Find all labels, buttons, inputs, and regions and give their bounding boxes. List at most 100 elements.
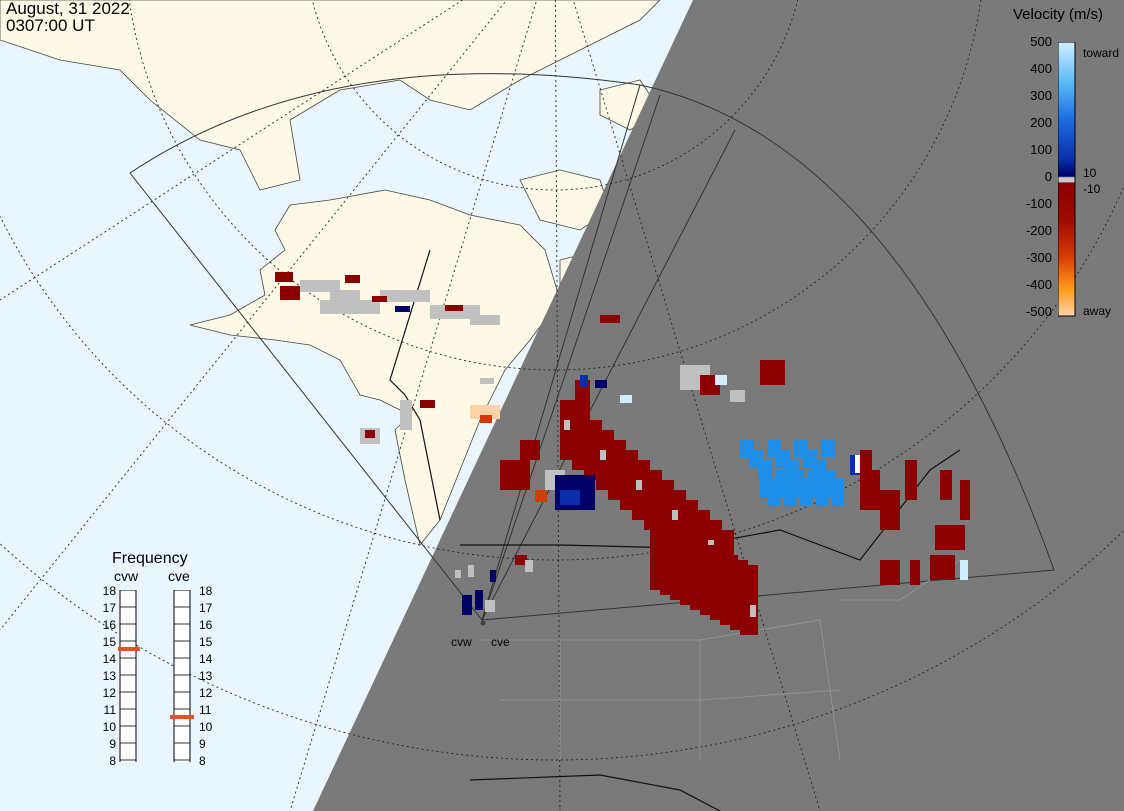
radar-cell [445,305,463,311]
radar-cell [855,455,860,473]
radar-cell [905,460,917,500]
station-cvw-label: cvw [451,635,472,649]
radar-cell [636,480,642,490]
frequency-ladder-cvw [119,590,137,762]
velocity-tick: 200 [1030,115,1052,130]
radar-cell [880,490,900,530]
radar-cell [750,605,756,617]
frequency-tick: 18 [102,584,116,598]
frequency-tick: 15 [199,635,213,649]
radar-cell [575,380,590,440]
radar-cell [395,306,410,312]
radar-cells [275,272,970,635]
frequency-marker-cve [170,715,194,719]
radar-cell [380,290,430,302]
station-cvw-dot [480,620,486,626]
radar-cell [600,315,620,323]
radar-cell [715,375,727,385]
frequency-tick: 12 [102,686,116,700]
radar-cell [758,460,772,478]
radar-cell [480,378,494,384]
radar-cell [280,286,300,300]
frequency-tick: 10 [102,720,116,734]
frequency-tick: 11 [199,703,212,717]
velocity-minus-label: -10 [1083,182,1101,196]
radar-cell [480,415,492,423]
frequency-tick: 15 [102,635,116,649]
frequency-tick: 17 [199,601,213,615]
frequency-tick: 17 [102,601,116,615]
radar-cell [960,480,970,520]
radar-cell [520,440,540,460]
velocity-tick: -400 [1025,277,1052,292]
velocity-away-label: away [1083,304,1112,318]
frequency-ladders [118,590,194,762]
radar-cell [930,555,955,580]
velocity-tick: -500 [1025,304,1052,319]
radar-cell [490,570,496,582]
radar-cell [535,490,547,502]
station-cve-label: cve [491,635,510,649]
radar-cell [420,400,435,408]
radar-cell [470,315,500,325]
radar-cell [430,305,480,319]
radar-cell [860,450,872,475]
frequency-tick: 8 [109,754,116,768]
radar-cell [960,560,968,580]
radar-cell [500,460,530,490]
radar-cell [560,490,580,505]
frequency-tick: 10 [199,720,213,734]
radar-cell [600,450,606,460]
radar-cell [935,525,965,550]
radar-cell [910,560,920,585]
velocity-title: Velocity (m/s) [1013,6,1104,23]
radar-cell [760,360,785,385]
radar-cell [880,560,900,585]
velocity-tick: 100 [1030,142,1052,157]
radar-cell [672,510,678,520]
frequency-tick: 16 [199,618,213,632]
frequency-tick: 9 [199,737,206,751]
frequency-tick: 9 [109,737,116,751]
frequency-title: Frequency [112,550,188,567]
radar-cell [470,405,500,419]
radar-cell [515,555,527,565]
velocity-tick: -100 [1025,196,1052,211]
frequency-ladder-cve [173,590,191,762]
radar-cell [300,280,340,292]
radar-cell [462,595,472,615]
radar-cell [320,300,380,314]
frequency-tick: 14 [102,652,116,666]
radar-cell [860,470,880,510]
frequency-tick: 13 [102,669,116,683]
radar-cell [564,420,570,430]
radar-cell [525,560,533,572]
velocity-tick: 300 [1030,88,1052,103]
radar-cell [785,460,799,478]
radar-fov [129,73,1055,622]
radar-cell [620,395,632,403]
velocity-plus-label: 10 [1083,166,1097,180]
country-borders [389,249,961,811]
frequency-marker-cvw [118,647,140,651]
radar-cell [730,390,745,402]
night-shading [313,0,1124,811]
radar-cell [940,470,952,500]
radar-cell [365,430,375,438]
time-label: 0307:00 UT [6,16,95,35]
radar-cell [468,565,474,577]
velocity-toward-label: toward [1083,46,1120,60]
radar-cell [821,440,835,458]
frequency-tick: 18 [199,584,213,598]
radar-cell [485,600,495,612]
radar-cell [475,590,483,610]
arctic-coast-land [0,0,661,191]
velocity-tick: 400 [1030,61,1052,76]
freq-radar-cve: cve [168,568,190,584]
frequency-tick: 13 [199,669,213,683]
velocity-tick: 500 [1030,34,1052,49]
velocity-tick: 0 [1044,169,1052,184]
frequency-tick: 12 [199,686,213,700]
radar-cell [740,565,758,635]
radar-cell [400,400,412,430]
